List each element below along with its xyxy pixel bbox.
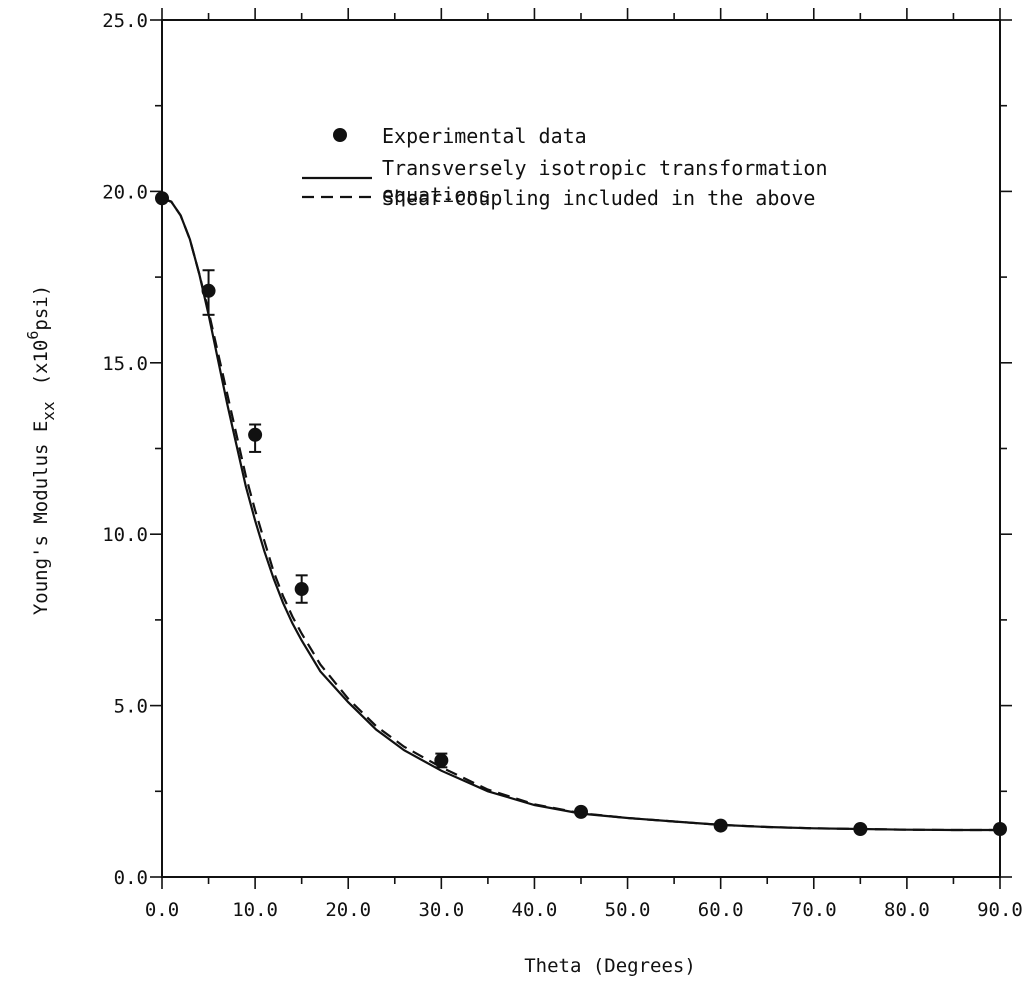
shear-coupling-curve <box>161 197 1000 832</box>
legend-label-dashed: Shear-coupling included in the above <box>382 186 815 210</box>
x-tick-label: 0.0 <box>145 899 179 921</box>
data-point <box>155 191 169 206</box>
x-tick-label: 80.0 <box>884 899 930 921</box>
legend-label-solid-line2: equations <box>382 183 490 207</box>
plot-frame <box>161 19 1001 878</box>
y-axis-title-superscript: 6 <box>24 331 42 340</box>
data-point <box>294 582 309 597</box>
x-axis-title: Theta (Degrees) <box>524 955 696 977</box>
y-axis-title-units-suffix: psi) <box>30 285 52 331</box>
legend-label-solid-line1: Transversely isotropic transformation <box>382 156 828 180</box>
x-tick-label: 10.0 <box>232 899 278 921</box>
data-point <box>574 804 588 819</box>
transversely-isotropic-curve <box>161 197 1000 832</box>
x-tick-label: 20.0 <box>325 899 371 921</box>
y-tick-label: 25.0 <box>102 10 148 32</box>
y-tick-label: 10.0 <box>102 524 148 546</box>
series-layer <box>155 191 1007 837</box>
axis-ticks <box>150 8 1012 889</box>
x-tick-label: 90.0 <box>977 899 1023 921</box>
y-axis-title-units-prefix: (x10 <box>30 340 52 386</box>
legend-marker-experimental <box>333 128 347 142</box>
legend: Experimental data Transversely isotropic… <box>302 124 828 210</box>
x-tick-labels: 0.0 10.0 20.0 30.0 40.0 50.0 60.0 70.0 80.0 90.0 <box>145 899 1023 921</box>
experimental-data-points <box>155 191 1007 837</box>
y-axis-title-main: Young's Modulus E <box>30 421 52 615</box>
y-tick-label: 5.0 <box>114 696 148 718</box>
legend-label-experimental: Experimental data <box>382 124 587 148</box>
y-tick-label: 20.0 <box>102 181 148 203</box>
y-axis-title-subscript: xx <box>39 401 58 421</box>
x-tick-label: 40.0 <box>512 899 558 921</box>
data-point <box>434 753 449 768</box>
x-tick-label: 70.0 <box>791 899 837 921</box>
y-tick-labels: 0.0 5.0 10.0 15.0 20.0 25.0 <box>102 10 148 889</box>
y-tick-label: 0.0 <box>114 867 148 889</box>
data-point <box>201 283 216 298</box>
y-axis-title: Young's Modulus Exx (x106psi) <box>24 285 58 615</box>
y-tick-label: 15.0 <box>102 353 148 375</box>
x-tick-label: 50.0 <box>605 899 651 921</box>
data-point <box>248 427 263 442</box>
x-tick-label: 30.0 <box>418 899 464 921</box>
x-tick-label: 60.0 <box>698 899 744 921</box>
